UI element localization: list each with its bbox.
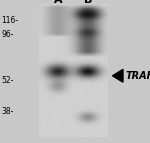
Text: TRAF3: TRAF3 <box>126 71 150 81</box>
Text: 116-: 116- <box>2 16 19 25</box>
Text: 52-: 52- <box>2 76 14 85</box>
Polygon shape <box>112 69 123 82</box>
Text: 96-: 96- <box>2 30 14 39</box>
Text: 38-: 38- <box>2 107 14 116</box>
Text: A: A <box>53 0 62 5</box>
Text: B: B <box>84 0 92 5</box>
